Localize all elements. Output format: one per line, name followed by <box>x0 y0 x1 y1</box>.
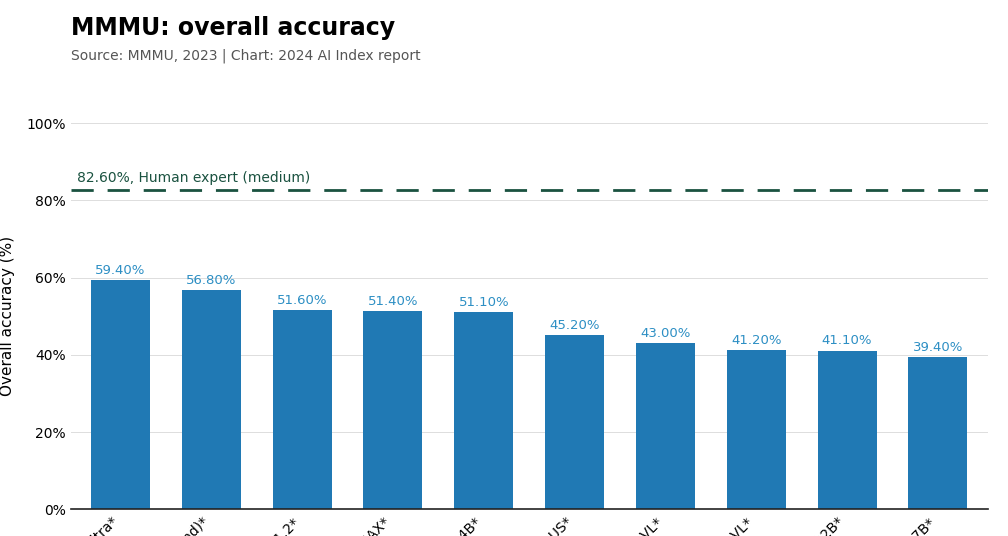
Text: 45.20%: 45.20% <box>549 319 600 332</box>
Text: 51.40%: 51.40% <box>368 295 418 308</box>
Bar <box>545 335 604 509</box>
Bar <box>91 280 150 509</box>
Bar <box>455 312 513 509</box>
Y-axis label: Overall accuracy (%): Overall accuracy (%) <box>0 236 15 396</box>
Bar <box>727 350 786 509</box>
Text: 59.40%: 59.40% <box>96 264 146 277</box>
Bar <box>181 290 241 509</box>
Text: 82.60%, Human expert (medium): 82.60%, Human expert (medium) <box>78 170 310 184</box>
Bar <box>636 343 695 509</box>
Text: MMMU: overall accuracy: MMMU: overall accuracy <box>71 16 395 40</box>
Text: 39.40%: 39.40% <box>912 341 963 354</box>
Bar <box>364 311 422 509</box>
Text: 41.10%: 41.10% <box>822 334 872 347</box>
Bar <box>817 351 877 509</box>
Text: 51.10%: 51.10% <box>459 296 509 309</box>
Text: 41.20%: 41.20% <box>731 334 781 347</box>
Text: 43.00%: 43.00% <box>640 327 690 340</box>
Text: 51.60%: 51.60% <box>277 294 328 307</box>
Bar <box>908 357 968 509</box>
Text: Source: MMMU, 2023 | Chart: 2024 AI Index report: Source: MMMU, 2023 | Chart: 2024 AI Inde… <box>71 48 420 63</box>
Bar <box>272 310 332 509</box>
Text: 56.80%: 56.80% <box>186 274 237 287</box>
